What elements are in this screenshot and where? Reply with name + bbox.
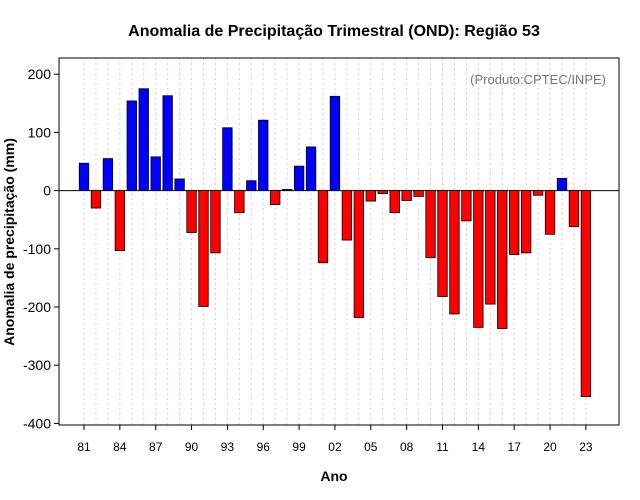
bar-2016 xyxy=(497,190,508,329)
bar-2006 xyxy=(377,190,388,194)
x-tick-label: 02 xyxy=(328,440,342,454)
bar-1983 xyxy=(102,158,114,191)
plot-area xyxy=(58,57,620,426)
bar-2022 xyxy=(568,190,580,228)
bar-2015 xyxy=(485,190,496,305)
bar-2014 xyxy=(473,190,484,328)
bars xyxy=(78,88,592,398)
x-tick-label: 20 xyxy=(543,440,557,454)
y-tick-label: 0 xyxy=(43,183,51,199)
bar-1988 xyxy=(162,95,173,191)
x-tick-label: 90 xyxy=(185,440,199,454)
bar-2007 xyxy=(389,190,400,214)
bar-2001 xyxy=(317,190,329,264)
bar-1984 xyxy=(114,190,125,251)
bar-2010 xyxy=(425,190,436,258)
bar-1982 xyxy=(90,190,102,209)
bar-1981 xyxy=(78,162,90,192)
bar-1998 xyxy=(281,189,293,192)
x-tick-label: 05 xyxy=(364,440,378,454)
bar-1991 xyxy=(198,190,209,307)
bar-2003 xyxy=(341,190,353,241)
x-tick-label: 08 xyxy=(400,440,414,454)
bar-2020 xyxy=(544,190,556,235)
y-tick-label: -400 xyxy=(23,415,51,431)
bar-1997 xyxy=(270,190,281,205)
bar-2023 xyxy=(580,190,592,398)
bar-2013 xyxy=(461,190,472,222)
x-tick-label: 14 xyxy=(472,440,486,454)
y-tick-label: 100 xyxy=(28,124,52,140)
y-tick-label: -200 xyxy=(23,299,51,315)
y-axis-title: Anomalia de precipitação (mm) xyxy=(1,138,17,346)
y-tick-label: -300 xyxy=(23,357,51,373)
bar-1987 xyxy=(150,156,161,191)
bar-1999 xyxy=(293,165,305,192)
x-tick-label: 81 xyxy=(77,440,91,454)
bar-1993 xyxy=(222,127,233,192)
bar-2018 xyxy=(521,190,532,254)
bar-2009 xyxy=(413,190,424,197)
bar-2017 xyxy=(509,190,520,256)
bar-2005 xyxy=(365,190,376,202)
x-tick-label: 23 xyxy=(579,440,593,454)
bar-1992 xyxy=(210,190,221,254)
bar-1986 xyxy=(138,88,149,191)
x-axis: 81 84 87 90 93 96 99 02 05 08 11 14 17 20 23 xyxy=(77,425,593,454)
bar-2000 xyxy=(305,146,317,191)
x-tick-label: 93 xyxy=(221,440,235,454)
bar-1989 xyxy=(174,178,185,192)
x-tick-label: 17 xyxy=(508,440,522,454)
y-axis: 200 100 0 -100 -200 -300 -400 xyxy=(23,66,59,431)
bar-2008 xyxy=(401,190,412,201)
y-tick-label: 200 xyxy=(28,66,52,82)
bar-2004 xyxy=(353,190,365,318)
bar-1985 xyxy=(126,100,137,191)
chart-title: Anomalia de Precipitação Trimestral (OND… xyxy=(128,23,540,40)
bar-2002 xyxy=(329,95,341,191)
credit-text: (Produto:CPTEC/INPE) xyxy=(470,72,606,87)
bar-2019 xyxy=(532,190,544,196)
y-tick-label: -100 xyxy=(23,241,51,257)
bar-2021 xyxy=(556,177,568,192)
bar-1994 xyxy=(234,190,245,214)
bar-1990 xyxy=(186,190,197,233)
x-tick-label: 84 xyxy=(113,440,127,454)
x-tick-label: 96 xyxy=(257,440,271,454)
bar-1996 xyxy=(258,119,269,191)
x-tick-label: 87 xyxy=(149,440,163,454)
x-tick-label: 99 xyxy=(292,440,306,454)
bar-2012 xyxy=(449,190,460,315)
grid xyxy=(83,58,587,425)
x-axis-title: Ano xyxy=(320,468,347,484)
bar-1995 xyxy=(246,180,257,191)
bar-2011 xyxy=(437,190,448,297)
x-tick-label: 11 xyxy=(436,440,449,454)
